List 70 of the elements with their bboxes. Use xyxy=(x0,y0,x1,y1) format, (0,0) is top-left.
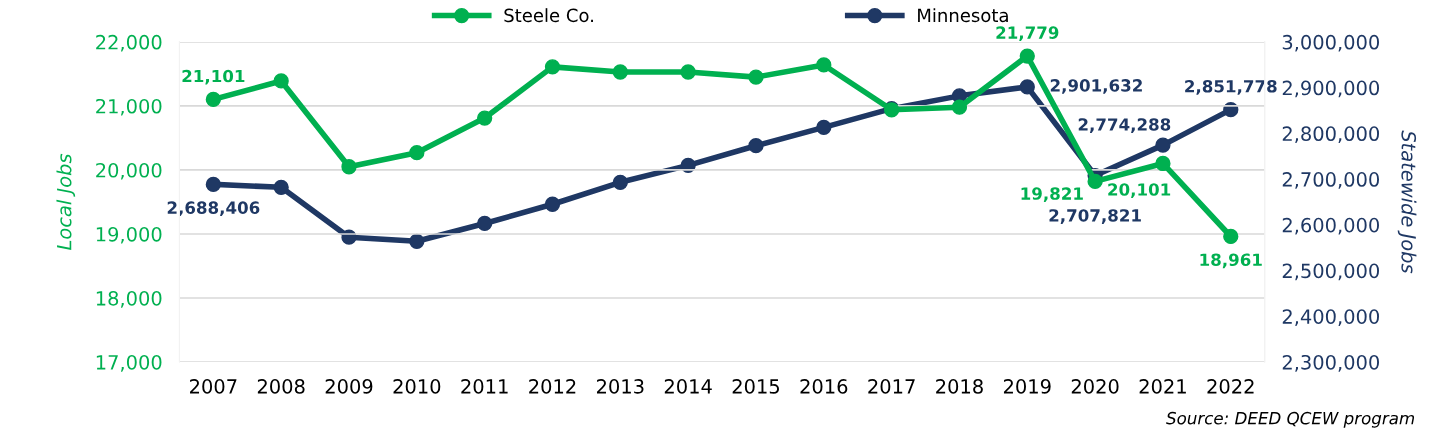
y2-tick-label: 2,700,000 xyxy=(1282,172,1380,189)
y-tick-label: 21,000 xyxy=(96,98,162,116)
x-tick-label: 2022 xyxy=(1207,379,1254,394)
data-label: 21,101 xyxy=(182,69,245,85)
point xyxy=(477,215,493,232)
y2-tick-label: 2,800,000 xyxy=(1282,126,1380,144)
data-label: 2,707,821 xyxy=(1049,209,1141,224)
y2-tick-label: 2,900,000 xyxy=(1282,80,1380,98)
y2-axis-title: Statewide Jobs xyxy=(1397,130,1417,274)
point xyxy=(1087,173,1103,190)
point xyxy=(341,159,357,175)
x-tick-label: 2013 xyxy=(596,379,644,394)
point xyxy=(748,138,764,154)
x-tick-label: 2007 xyxy=(190,379,237,394)
point xyxy=(1155,137,1171,153)
point xyxy=(205,91,221,108)
point xyxy=(273,73,289,89)
x-tick-label: 2012 xyxy=(529,379,576,394)
y2-tick-label: 3,000,000 xyxy=(1282,34,1380,52)
point xyxy=(951,99,968,115)
point xyxy=(544,59,561,75)
x-tick-label: 2010 xyxy=(393,379,441,394)
x-tick-label: 2021 xyxy=(1139,379,1186,394)
y2-tick-label: 2,600,000 xyxy=(1282,217,1380,235)
point xyxy=(816,119,832,136)
point xyxy=(680,64,696,80)
point xyxy=(409,145,425,161)
point xyxy=(409,233,425,249)
x-tick-label: 2020 xyxy=(1071,379,1119,394)
point xyxy=(816,57,832,73)
point xyxy=(612,64,628,80)
point xyxy=(748,69,764,85)
point xyxy=(612,174,628,190)
legend-label: Steele Co. xyxy=(504,8,593,23)
y-axis-title: Local Jobs xyxy=(56,153,76,250)
data-label: 19,821 xyxy=(1021,187,1083,202)
point xyxy=(1155,155,1171,172)
data-label: 2,851,778 xyxy=(1185,79,1277,95)
y-tick-label: 19,000 xyxy=(96,226,162,244)
y2-tick-label: 2,500,000 xyxy=(1282,263,1380,281)
x-tick-label: 2017 xyxy=(868,379,915,394)
y-tick-label: 18,000 xyxy=(96,290,162,308)
point xyxy=(1019,79,1035,95)
data-label: 20,101 xyxy=(1108,183,1171,198)
data-label: 21,779 xyxy=(996,26,1059,42)
legend-label: Minnesota xyxy=(918,8,1008,23)
y2-tick-label: 2,300,000 xyxy=(1282,354,1380,372)
point xyxy=(544,196,561,212)
x-tick-label: 2019 xyxy=(1003,379,1051,394)
x-tick-label: 2016 xyxy=(800,379,848,394)
source-note: Source: DEED QCEW program xyxy=(1166,411,1415,428)
data-label: 2,774,288 xyxy=(1078,118,1171,133)
point xyxy=(1019,48,1035,64)
y-tick-label: 17,000 xyxy=(96,354,162,372)
y2-tick-label: 2,400,000 xyxy=(1282,309,1380,326)
point xyxy=(273,179,289,195)
x-tick-label: 2015 xyxy=(732,379,780,394)
data-label: 18,961 xyxy=(1200,253,1262,269)
x-tick-label: 2011 xyxy=(461,379,508,394)
x-tick-label: 2018 xyxy=(936,379,983,394)
data-label: 2,901,632 xyxy=(1050,79,1142,94)
point xyxy=(1223,228,1239,245)
x-tick-label: 2008 xyxy=(257,379,305,394)
point xyxy=(477,110,493,126)
x-tick-label: 2014 xyxy=(664,379,712,394)
point xyxy=(205,176,221,193)
x-tick-label: 2009 xyxy=(325,379,373,394)
data-label: 2,688,406 xyxy=(167,201,260,217)
y-tick-label: 22,000 xyxy=(96,34,162,52)
y-tick-label: 20,000 xyxy=(96,162,162,180)
